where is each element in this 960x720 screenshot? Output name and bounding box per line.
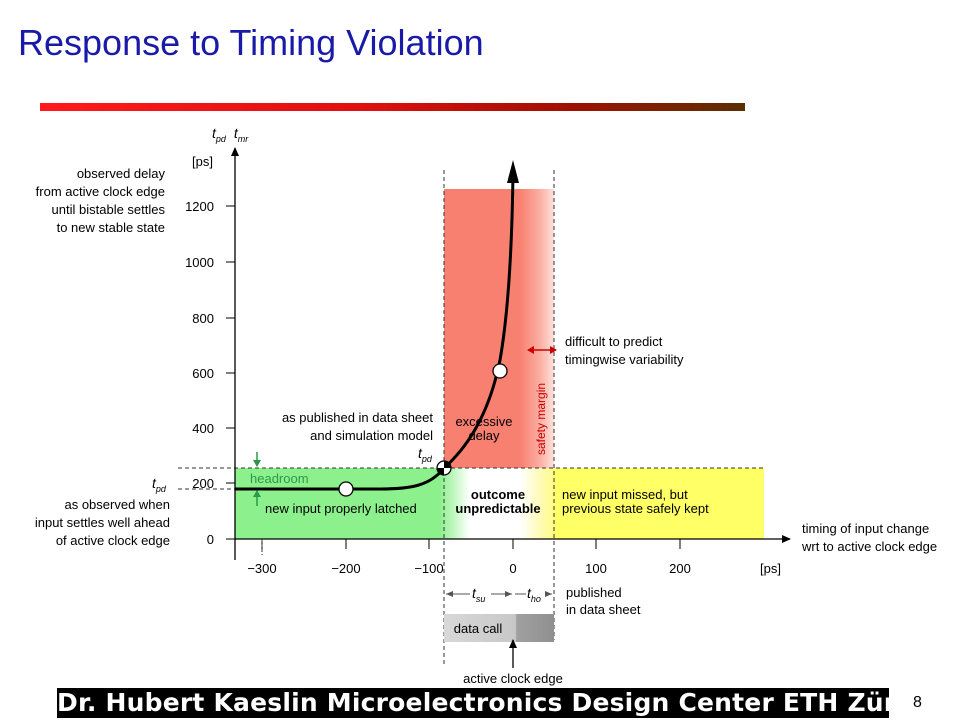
excessive-delay-label: excessive delay xyxy=(455,414,512,443)
published-tpd-sub: pd xyxy=(421,454,433,464)
x-axis-ticks xyxy=(261,539,681,549)
published-tpd-t: t xyxy=(418,445,423,461)
headroom-label: headroom xyxy=(250,471,309,486)
published-point-quadrant xyxy=(437,468,444,475)
observed-tpd-sub: pd xyxy=(155,484,167,494)
y-tick-label: 0 xyxy=(207,532,214,547)
data-call-label: data call xyxy=(454,621,503,636)
observed-tpd-t: t xyxy=(152,475,157,491)
observed-tpd-description: as observed when input settles well ahea… xyxy=(35,497,170,548)
missed-line: new input missed, but xyxy=(562,487,688,502)
y-desc-line: from active clock edge xyxy=(36,184,165,199)
x-desc-line: wrt to active clock edge xyxy=(801,539,937,554)
y-tick-label: 800 xyxy=(192,311,214,326)
x-tick-label: 0 xyxy=(509,561,516,576)
published-description: as published in data sheet and simulatio… xyxy=(282,410,433,443)
safety-margin-label: safety margin xyxy=(534,383,548,455)
x-axis-unit: [ps] xyxy=(760,561,781,576)
y-tick-label: 1200 xyxy=(185,199,214,214)
missed-line: previous state safely kept xyxy=(562,501,709,516)
x-axis-tick-labels: −300 −200 −100 0 100 200 xyxy=(247,561,691,576)
y-desc-line: to new stable state xyxy=(57,220,165,235)
y-axis-tick-labels: 0 200 400 600 800 1000 1200 xyxy=(185,199,214,547)
x-tick-label: −300 xyxy=(247,561,276,576)
delay-curve-arrowhead xyxy=(507,160,519,183)
footer-banner: Dr. Hubert Kaeslin Microelectronics Desi… xyxy=(57,688,939,718)
observed-desc-line: input settles well ahead xyxy=(35,515,170,530)
red-safety-fade xyxy=(520,189,554,468)
y-tick-label: 600 xyxy=(192,366,214,381)
observed-desc-line: as observed when xyxy=(64,497,170,512)
tsu-sub: su xyxy=(476,594,486,604)
y-tick-label: 200 xyxy=(192,476,214,491)
x-tick-label: 100 xyxy=(585,561,607,576)
excessive-point xyxy=(492,363,508,379)
clock-edge-label: active clock edge xyxy=(463,671,563,686)
excessive-line: excessive xyxy=(455,414,512,429)
difficult-line: difficult to predict xyxy=(565,334,663,349)
observed-desc-line: of active clock edge xyxy=(56,533,170,548)
x-axis-description: timing of input change wrt to active clo… xyxy=(801,521,937,554)
data-call-bar xyxy=(444,614,554,642)
published-tpd-symbol: tpd xyxy=(418,445,433,464)
tho-label: tho xyxy=(527,585,541,604)
y-desc-line: until bistable settles xyxy=(52,202,166,217)
observed-tpd-symbol: tpd xyxy=(152,475,167,494)
tho-t: t xyxy=(527,585,532,601)
y-tick-label: 400 xyxy=(192,421,214,436)
published-datasheet-line: in data sheet xyxy=(566,602,641,617)
unpredictable-label: outcome unpredictable xyxy=(455,487,540,516)
published-datasheet-line: published xyxy=(566,585,622,600)
published-in-datasheet-label: published in data sheet xyxy=(566,585,641,617)
y-axis-unit: [ps] xyxy=(192,154,213,169)
properly-latched-label: new input properly latched xyxy=(265,501,417,516)
tsu-label: tsu xyxy=(472,585,485,604)
x-desc-line: timing of input change xyxy=(802,521,929,536)
published-desc-line: and simulation model xyxy=(310,428,433,443)
green-region xyxy=(235,468,445,539)
y-symbol-tmr: t xyxy=(234,125,239,141)
published-point-quadrant xyxy=(444,461,451,468)
page-number: 8 xyxy=(913,694,922,711)
y-symbol-tpd-sub: pd xyxy=(215,134,227,144)
y-tick-label: 1000 xyxy=(185,255,214,270)
unpredictable-line: outcome xyxy=(471,487,525,502)
unpredictable-line: unpredictable xyxy=(455,501,540,516)
y-axis-symbols: tpd tmr xyxy=(212,125,249,144)
y-desc-line: observed delay xyxy=(77,166,166,181)
tsu-t: t xyxy=(472,585,477,601)
title-underline xyxy=(40,103,745,111)
y-axis-ticks xyxy=(226,205,235,540)
observed-point xyxy=(338,481,354,497)
delay-curve xyxy=(235,171,515,491)
tho-sub: ho xyxy=(531,594,541,604)
y-axis-description: observed delay from active clock edge un… xyxy=(36,166,166,235)
published-desc-line: as published in data sheet xyxy=(282,410,433,425)
y-symbol-tpd: t xyxy=(212,125,217,141)
x-tick-label: −200 xyxy=(331,561,360,576)
green-to-white-fade xyxy=(440,468,470,539)
difficult-label: difficult to predict timingwise variabil… xyxy=(565,334,684,367)
timing-violation-diagram: 0 200 400 600 800 1000 1200 −300 −200 −1… xyxy=(35,125,937,686)
x-tick-label: −100 xyxy=(414,561,443,576)
x-tick-label: 200 xyxy=(669,561,691,576)
published-point xyxy=(436,460,452,476)
y-symbol-tmr-sub: mr xyxy=(238,134,249,144)
yellow-region xyxy=(554,468,764,539)
difficult-line: timingwise variability xyxy=(565,352,684,367)
excessive-line: delay xyxy=(468,428,500,443)
slide-title: Response to Timing Violation xyxy=(18,22,484,63)
missed-label: new input missed, but previous state saf… xyxy=(562,487,709,516)
